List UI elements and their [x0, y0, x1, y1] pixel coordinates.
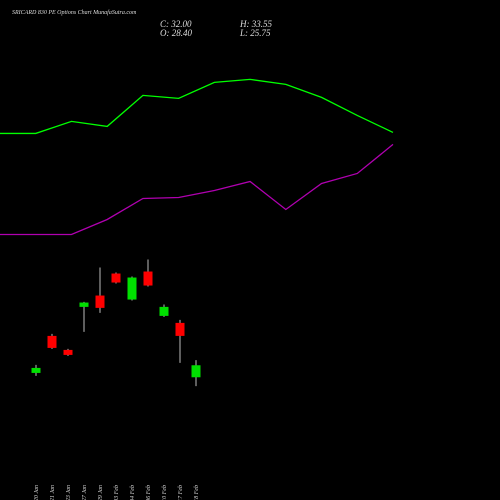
candle-body — [143, 271, 153, 286]
candle-body — [111, 273, 121, 283]
x-tick-label: 21 Jan — [50, 485, 56, 500]
band-line — [0, 78, 394, 135]
close-info: C: 32.00 — [160, 19, 192, 29]
band-line — [0, 143, 394, 236]
candle-body — [95, 295, 105, 308]
candle-body — [159, 306, 169, 316]
x-tick-label: 23 Jan — [66, 485, 72, 500]
candle-body — [175, 322, 185, 336]
x-tick-label: 04 Feb — [129, 485, 136, 500]
high-info: H: 33.55 — [239, 19, 272, 29]
x-tick-label: 06 Feb — [146, 485, 152, 500]
x-tick-label: 10 Feb — [162, 485, 168, 500]
low-info: L: 25.75 — [239, 28, 271, 38]
candle-body — [31, 367, 41, 373]
candle-body — [127, 277, 137, 300]
x-tick-label: 29 Jan — [98, 485, 104, 500]
candle-body — [47, 335, 57, 348]
x-tick-label: 17 Feb — [178, 485, 184, 500]
candle-body — [191, 365, 201, 378]
x-tick-label: 20 Jan — [34, 485, 40, 500]
chart-title: SRICARD 830 PE Options Chart MunafaSutra… — [12, 9, 137, 16]
x-tick-label: 27 Jan — [82, 485, 88, 500]
x-tick-label: 18 Feb — [194, 485, 200, 500]
candle-body — [79, 302, 89, 307]
candle-body — [63, 349, 73, 355]
open-info: O: 28.40 — [160, 28, 192, 38]
x-tick-label: 03 Feb — [114, 485, 120, 500]
